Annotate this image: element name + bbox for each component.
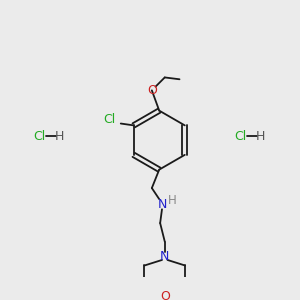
Text: Cl: Cl bbox=[33, 130, 46, 143]
Text: N: N bbox=[158, 198, 168, 211]
Text: H: H bbox=[55, 130, 64, 143]
Text: N: N bbox=[160, 250, 170, 263]
Text: Cl: Cl bbox=[234, 130, 247, 143]
Text: H: H bbox=[256, 130, 265, 143]
Text: O: O bbox=[160, 290, 170, 300]
Text: H: H bbox=[168, 194, 176, 208]
Text: O: O bbox=[147, 84, 157, 97]
Text: Cl: Cl bbox=[103, 113, 116, 126]
